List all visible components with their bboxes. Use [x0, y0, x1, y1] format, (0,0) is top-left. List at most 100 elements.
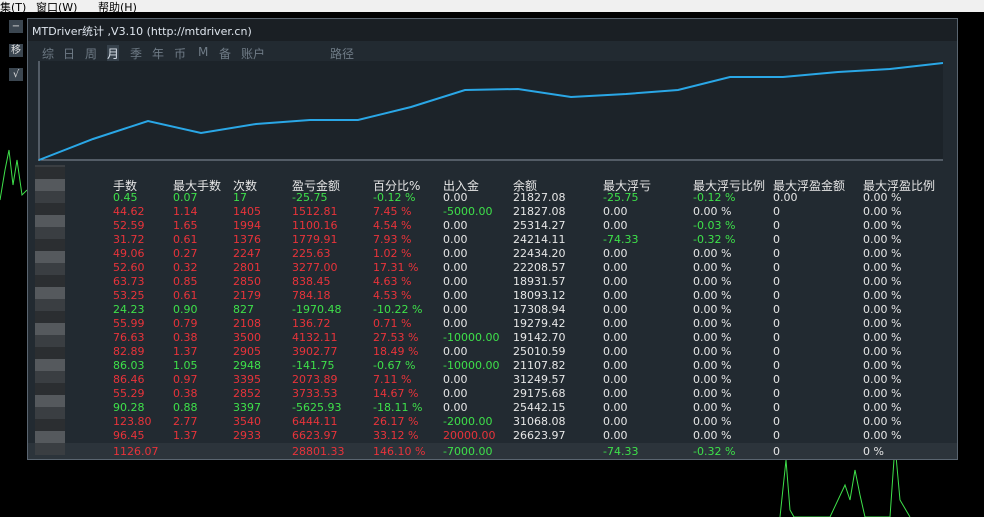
table-cell: 1.14 — [173, 205, 198, 218]
table-cell: -0.32 % — [693, 233, 736, 246]
table-cell: 0 — [773, 373, 780, 386]
tab[interactable]: 季 — [130, 47, 143, 61]
table-cell: 0 — [773, 331, 780, 344]
tab[interactable]: 综 — [42, 47, 55, 61]
table-cell: 31068.08 — [513, 415, 566, 428]
menu-item[interactable]: 集(T) — [0, 1, 27, 14]
side-button[interactable]: √ — [9, 68, 23, 81]
table-cell: -0.67 % — [373, 359, 416, 372]
table-cell: 0.00 % — [693, 345, 732, 358]
table-cell: 0.00 — [443, 247, 468, 260]
tab[interactable]: 路径 — [330, 47, 355, 61]
tab[interactable]: 周 — [85, 47, 98, 61]
tab[interactable]: 账户 — [241, 47, 266, 61]
table-cell: 0 — [773, 205, 780, 218]
table-cell: -0.32 % — [693, 445, 736, 458]
table-cell: 49.06 — [113, 247, 145, 260]
table-cell: 3395 — [233, 373, 261, 386]
column-header: 盈亏金额 — [292, 179, 341, 193]
table-cell: 0.00 % — [693, 261, 732, 274]
table-cell: 827 — [233, 303, 254, 316]
table-cell: 7.11 % — [373, 373, 412, 386]
table-cell: -10000.00 — [443, 331, 500, 344]
table-cell: 0.45 — [113, 191, 138, 204]
table-cell: 25314.27 — [513, 219, 566, 232]
column-header: 次数 — [233, 179, 258, 193]
table-cell: 225.63 — [292, 247, 331, 260]
table-cell: 33.12 % — [373, 429, 419, 442]
table-cell: 0.00 — [603, 247, 628, 260]
tab[interactable]: 币 — [174, 47, 187, 61]
table-cell: 0.00 — [603, 261, 628, 274]
table-cell: 21107.82 — [513, 359, 566, 372]
table-cell: 82.89 — [113, 345, 145, 358]
table-cell: -74.33 — [603, 445, 639, 458]
table-cell: 52.59 — [113, 219, 145, 232]
table-cell: 0.00 % — [863, 317, 902, 330]
table-cell: 0.97 — [173, 373, 198, 386]
tab[interactable]: 备 — [219, 47, 232, 61]
table-cell: 0.27 — [173, 247, 198, 260]
table-cell: 2852 — [233, 387, 261, 400]
table-cell: 3733.53 — [292, 387, 338, 400]
curve-svg — [38, 61, 944, 161]
table-cell: 24.23 — [113, 303, 145, 316]
table-cell: 784.18 — [292, 289, 331, 302]
table-cell: 14.67 % — [373, 387, 419, 400]
table-cell: 52.60 — [113, 261, 145, 274]
table-cell: 0.00 — [603, 275, 628, 288]
column-header: 百分比% — [373, 179, 421, 193]
table-cell: 0.38 — [173, 387, 198, 400]
table-cell: 0.00 % — [863, 415, 902, 428]
column-header: 最大浮亏 — [603, 179, 652, 193]
table-cell: 0 — [773, 387, 780, 400]
table-cell: 0.00 % — [863, 331, 902, 344]
table-cell: 0.00 % — [863, 373, 902, 386]
table-cell: 22434.20 — [513, 247, 566, 260]
table-cell: 0 — [773, 219, 780, 232]
table-cell: 6444.11 — [292, 415, 338, 428]
table-cell: -10.22 % — [373, 303, 423, 316]
table-cell: 86.03 — [113, 359, 145, 372]
table-cell: 18.49 % — [373, 345, 419, 358]
table-cell: 0.00 % — [863, 289, 902, 302]
table-cell: 1.65 — [173, 219, 198, 232]
table-cell: 0.90 — [173, 303, 198, 316]
table-cell: 0.00 — [443, 387, 468, 400]
table-cell: 0.00 — [443, 191, 468, 204]
table-cell: 2933 — [233, 429, 261, 442]
table-cell: 4132.11 — [292, 331, 338, 344]
table-cell: 1376 — [233, 233, 261, 246]
table-cell: 26.17 % — [373, 415, 419, 428]
table-cell: 0 — [773, 345, 780, 358]
table-cell: 0.00 % — [863, 247, 902, 260]
table-cell: 1.37 — [173, 429, 198, 442]
tab[interactable]: M — [198, 45, 209, 59]
menu-item[interactable]: 窗口(W) — [36, 1, 78, 14]
table-cell: 0.38 — [173, 331, 198, 344]
table-cell: 0.00 % — [693, 429, 732, 442]
table-cell: 0.00 — [603, 415, 628, 428]
table-cell: 6623.97 — [292, 429, 338, 442]
column-header: 最大浮亏比例 — [693, 179, 766, 193]
table-cell: 2247 — [233, 247, 261, 260]
table-cell: 0.00 — [603, 373, 628, 386]
table-cell: 20000.00 — [443, 429, 496, 442]
menu-item[interactable]: 帮助(H) — [98, 1, 137, 14]
side-button[interactable]: − — [9, 20, 23, 33]
table-cell: 24214.11 — [513, 233, 566, 246]
table-cell: 76.63 — [113, 331, 145, 344]
table-cell: 0.00 % — [693, 359, 732, 372]
tab[interactable]: 日 — [63, 47, 76, 61]
table-cell: 0.00 — [603, 317, 628, 330]
tab[interactable]: 年 — [152, 47, 165, 61]
table-cell: 0.00 % — [863, 233, 902, 246]
table-cell: 0.00 — [443, 275, 468, 288]
tab[interactable]: 月 — [107, 45, 120, 62]
table-cell: 0.00 % — [863, 303, 902, 316]
table-cell: 29175.68 — [513, 387, 566, 400]
table-cell: -18.11 % — [373, 401, 423, 414]
table-cell: -0.12 % — [373, 191, 416, 204]
side-button[interactable]: 移 — [9, 44, 23, 57]
